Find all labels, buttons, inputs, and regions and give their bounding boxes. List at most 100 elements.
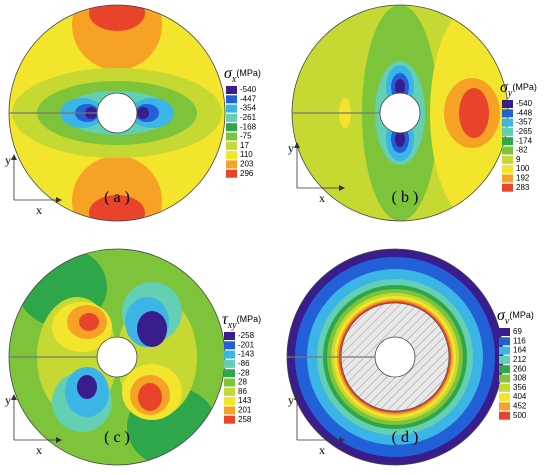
- legend-swatch: [502, 174, 513, 183]
- legend-value: -261: [240, 113, 257, 122]
- legend-value: 86: [238, 387, 247, 396]
- legend-swatch: [226, 104, 237, 113]
- legend-value: 110: [240, 150, 253, 159]
- legend-title: σy(MPa): [500, 79, 537, 99]
- legend-title-part: (MPa): [512, 82, 537, 92]
- legend-title: σx(MPa): [224, 65, 261, 85]
- contour-panel: τxy(MPa)-258-201-143-86-282886143201258y…: [5, 248, 261, 466]
- hole: [379, 92, 421, 134]
- legend-value: -86: [238, 359, 250, 368]
- legend-title-part: (MPa): [237, 314, 262, 324]
- contour-panel: σv(MPa)69116164212260308356404452500yx( …: [286, 248, 534, 466]
- legend-title-part: τ: [222, 311, 229, 328]
- legend-swatch: [224, 387, 235, 396]
- legend-swatch: [224, 350, 235, 359]
- legend-swatch: [499, 337, 510, 346]
- panel-label: ( d ): [392, 429, 419, 446]
- legend-swatch: [224, 406, 235, 415]
- legend-swatch: [226, 151, 237, 160]
- legend-swatch: [499, 383, 510, 392]
- legend-value: 260: [513, 364, 527, 373]
- legend-swatch: [224, 378, 235, 387]
- arrow: [11, 394, 17, 400]
- legend-swatch: [224, 397, 235, 406]
- arrow: [294, 394, 300, 400]
- legend-swatch: [499, 393, 510, 402]
- arrow: [11, 154, 17, 160]
- legend-title-part: σ: [497, 307, 506, 324]
- legend-swatch: [226, 141, 237, 150]
- arrow: [339, 437, 345, 443]
- legend-swatch: [499, 355, 510, 364]
- legend-value: 404: [513, 392, 527, 401]
- legend-swatch: [224, 369, 235, 378]
- axis-label-y: y: [5, 393, 11, 407]
- legend-title-part: σ: [500, 79, 509, 96]
- legend-title: σv(MPa): [497, 307, 534, 327]
- axis-label-y: y: [288, 141, 294, 155]
- legend-swatch: [224, 332, 235, 340]
- legend-title-part: σ: [224, 65, 233, 82]
- legend-value: 164: [513, 346, 527, 355]
- legend-value: 100: [516, 164, 530, 173]
- legend-title-part: (MPa): [236, 68, 261, 78]
- contour-region: [89, 5, 145, 31]
- axis-label-x: x: [319, 443, 325, 457]
- legend-swatch: [226, 86, 237, 94]
- legend-swatch: [224, 341, 235, 350]
- contour-field: [9, 5, 225, 221]
- legend-value: 143: [238, 396, 252, 405]
- contour-region: [77, 375, 97, 399]
- legend-value: 296: [240, 169, 254, 178]
- legend-value: 201: [238, 406, 252, 415]
- legend-value: -448: [516, 108, 533, 117]
- contour-field: [9, 249, 225, 465]
- arrow: [339, 185, 345, 191]
- legend-value: 356: [513, 383, 527, 392]
- legend-value: 500: [513, 411, 527, 420]
- arrow: [56, 197, 62, 203]
- panel-label: ( b ): [392, 189, 419, 206]
- arrow: [294, 142, 300, 148]
- axis-label-y: y: [288, 393, 294, 407]
- legend-value: -447: [240, 94, 257, 103]
- legend-value: 203: [240, 160, 254, 169]
- legend-value: 452: [513, 402, 527, 411]
- contour-region: [137, 107, 149, 119]
- legend-value: -82: [516, 146, 528, 155]
- contour-region: [395, 79, 405, 95]
- legend-swatch: [502, 127, 513, 136]
- legend-value: -168: [240, 122, 257, 131]
- legend-value: -28: [238, 368, 250, 377]
- legend-title-part: v: [505, 316, 510, 327]
- contour-region: [79, 313, 99, 331]
- legend-swatch: [226, 95, 237, 104]
- legend-value: 69: [513, 327, 522, 336]
- legend-title: τxy(MPa): [222, 311, 261, 331]
- legend-swatch: [224, 359, 235, 368]
- legend-swatch: [226, 169, 237, 178]
- arrow: [56, 437, 62, 443]
- legend-value: -258: [238, 331, 255, 340]
- legend-value: 258: [238, 415, 252, 424]
- legend-swatch: [226, 113, 237, 122]
- legend-value: -540: [240, 85, 257, 94]
- axis-label-x: x: [36, 443, 42, 457]
- legend-swatch: [226, 160, 237, 169]
- contour-region: [459, 88, 489, 138]
- legend-swatch: [502, 137, 513, 146]
- hole: [374, 336, 416, 378]
- legend-swatch: [502, 146, 513, 155]
- legend-swatch: [226, 132, 237, 141]
- legend-value: -265: [516, 127, 533, 136]
- legend-value: -354: [240, 104, 257, 113]
- legend-value: 192: [516, 174, 530, 183]
- legend-value: 283: [516, 183, 530, 192]
- legend-value: -174: [516, 136, 533, 145]
- legend-title-part: y: [507, 88, 513, 99]
- legend-swatch: [502, 109, 513, 118]
- panel-label: ( a ): [104, 189, 130, 206]
- legend-swatch: [502, 165, 513, 174]
- legend-swatch: [502, 155, 513, 164]
